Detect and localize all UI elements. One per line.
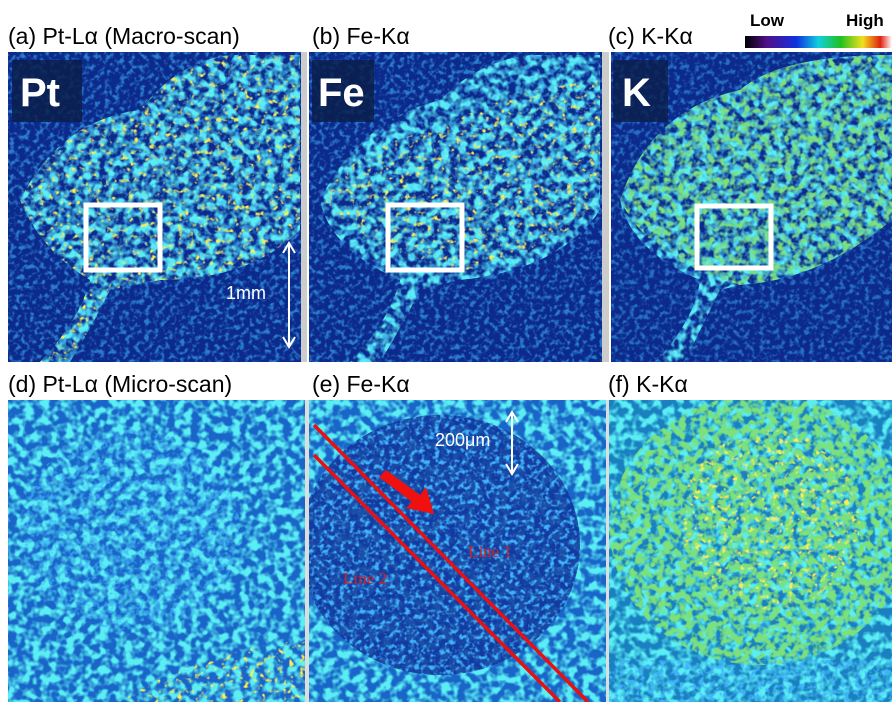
element-label: Pt [20,71,60,115]
line-label: Line 1 [468,542,512,561]
colorbar-high: High [846,11,884,30]
panel-label: (c) K-Kα [608,23,693,49]
figure: Low High (a) Pt-Lα (Macro-scan) (b) Fe-K… [0,0,892,702]
colorbar-low: Low [750,11,785,30]
panel-label: (b) Fe-Kα [312,23,410,49]
element-label: K [622,71,651,115]
colorbar [745,36,892,48]
scale-label: 1mm [226,283,266,303]
panel-label: (f) K-Kα [608,371,688,397]
element-label: Fe [318,71,365,115]
line-label: Line 2 [343,569,387,588]
scale-label: 200μm [435,430,490,450]
panel-label: (d) Pt-Lα (Micro-scan) [8,371,232,397]
map-d [8,400,305,702]
panel-label: (e) Fe-Kα [312,371,410,397]
map-f [609,395,892,702]
panel-label: (a) Pt-Lα (Macro-scan) [8,23,240,49]
